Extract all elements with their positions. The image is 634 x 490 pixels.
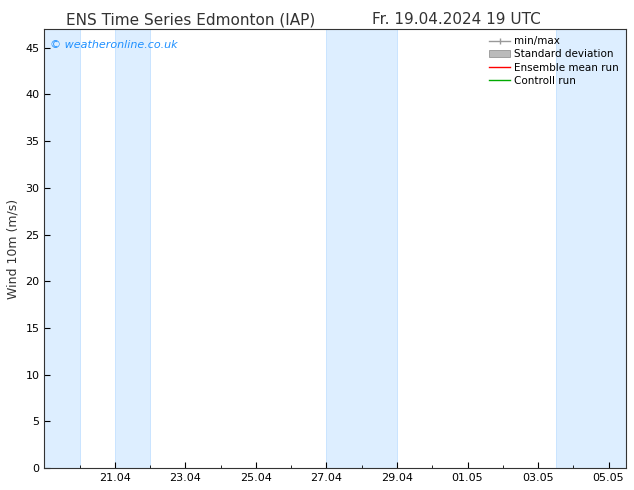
Text: © weatheronline.co.uk: © weatheronline.co.uk	[50, 40, 178, 50]
Bar	[115, 29, 150, 468]
Y-axis label: Wind 10m (m/s): Wind 10m (m/s)	[7, 198, 20, 299]
Text: Fr. 19.04.2024 19 UTC: Fr. 19.04.2024 19 UTC	[372, 12, 541, 27]
Bar	[555, 29, 626, 468]
Text: ENS Time Series Edmonton (IAP): ENS Time Series Edmonton (IAP)	[65, 12, 315, 27]
Bar	[327, 29, 397, 468]
Bar	[44, 29, 80, 468]
Legend: min/max, Standard deviation, Ensemble mean run, Controll run: min/max, Standard deviation, Ensemble me…	[487, 34, 621, 88]
